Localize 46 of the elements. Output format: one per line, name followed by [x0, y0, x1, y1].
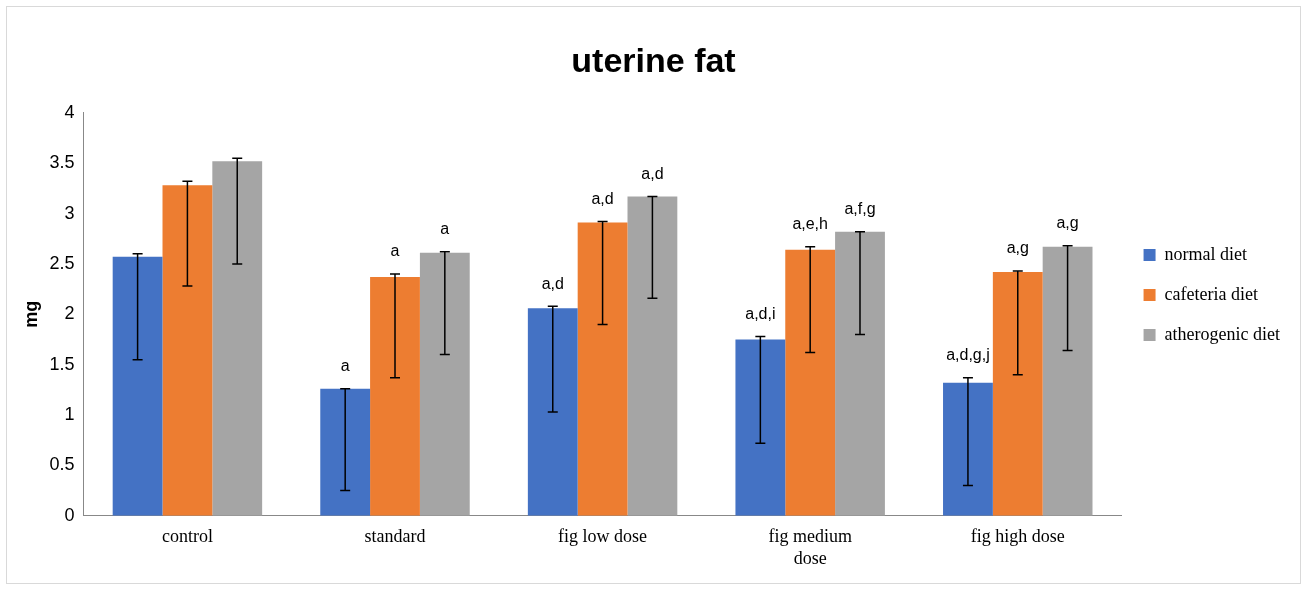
x-tick-label: fig medium dose [768, 526, 852, 568]
x-tick-label: fig high dose [970, 526, 1065, 547]
bar [1042, 246, 1093, 516]
data-label: a,d [541, 274, 564, 292]
bar [162, 185, 213, 516]
bar [835, 231, 885, 516]
y-axis-title: mg [20, 300, 41, 328]
chart-title: uterine fat [571, 40, 736, 79]
data-label: a,g [1056, 214, 1079, 232]
y-tick-label: 3 [64, 202, 75, 223]
data-label: a,d [641, 164, 664, 182]
bar [320, 388, 371, 516]
bar [943, 382, 993, 516]
bar [419, 252, 470, 516]
bar [735, 339, 786, 516]
y-tick-label: 1 [64, 404, 75, 425]
data-label: a,f,g [844, 200, 876, 218]
y-tick-label: 2.5 [49, 252, 75, 273]
y-tick-label: 4 [64, 101, 75, 122]
x-tick-label: standard [364, 526, 426, 547]
y-tick-label: 0 [64, 504, 75, 525]
legend-label: atherogenic diet [1164, 323, 1281, 344]
legend-label: cafeteria diet [1164, 283, 1258, 304]
bar [577, 222, 628, 516]
bar [527, 308, 578, 516]
data-label: a,g [1006, 239, 1029, 257]
legend-label: normal diet [1164, 243, 1248, 264]
x-tick-label: fig low dose [558, 526, 648, 547]
data-label: a,d,g,j [946, 346, 990, 364]
data-label: a,e,h [792, 215, 828, 233]
bar [785, 249, 836, 516]
bar [627, 196, 678, 516]
y-tick-label: 2 [64, 303, 75, 324]
bar [992, 271, 1043, 516]
y-tick-label: 1.5 [49, 353, 75, 374]
data-label: a [440, 220, 450, 238]
data-label: a [390, 242, 400, 260]
bar [212, 161, 263, 516]
bar [370, 277, 420, 516]
bar [112, 256, 163, 516]
data-label: a [340, 357, 350, 375]
y-tick-label: 3.5 [49, 152, 75, 173]
x-tick-label: control [161, 526, 213, 547]
data-label: a,d,i [745, 304, 776, 322]
data-label: a,d [591, 190, 614, 208]
y-tick-label: 0.5 [49, 454, 75, 475]
